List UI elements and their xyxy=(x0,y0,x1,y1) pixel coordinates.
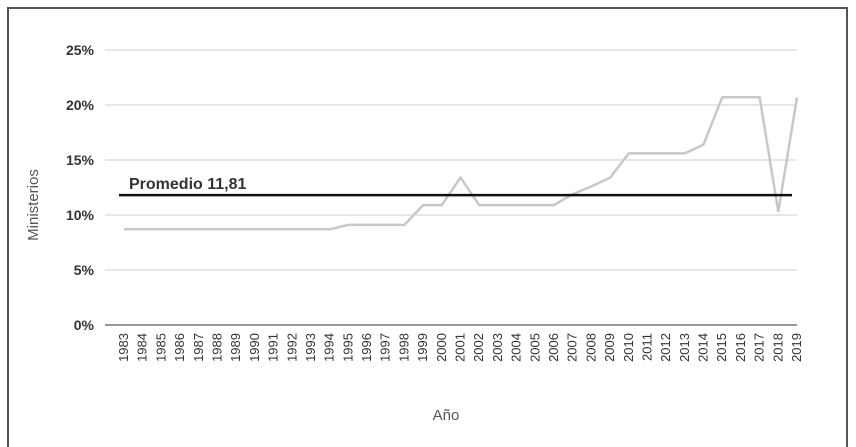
x-tick-label: 2002 xyxy=(471,333,486,362)
x-tick-label: 1988 xyxy=(209,333,224,362)
x-tick-label: 2012 xyxy=(658,333,673,362)
x-tick-label: 1994 xyxy=(322,333,337,362)
y-tick-label: 0% xyxy=(74,317,95,333)
y-tick-label: 10% xyxy=(66,207,95,223)
y-tick-label: 20% xyxy=(66,97,95,113)
x-tick-label: 1993 xyxy=(303,333,318,362)
x-tick-label: 2008 xyxy=(583,333,598,362)
x-tick-label: 1995 xyxy=(340,333,355,362)
x-tick-label: 1990 xyxy=(247,333,262,362)
x-tick-label: 2013 xyxy=(677,333,692,362)
x-tick-label: 1989 xyxy=(228,333,243,362)
x-tick-label: 2015 xyxy=(714,333,729,362)
x-axis-ticks: 1983 1984 1985 1986 1987 1988 1989 1990 1991 1992… xyxy=(116,333,804,362)
x-tick-label: 2009 xyxy=(602,333,617,362)
chart-frame xyxy=(7,7,848,447)
average-label: Promedio 11,81 xyxy=(129,176,246,193)
gridlines xyxy=(105,49,797,326)
x-tick-label: 1986 xyxy=(172,333,187,362)
x-tick-label: 2004 xyxy=(509,333,524,362)
x-tick-label: 1987 xyxy=(191,333,206,362)
x-tick-label: 2014 xyxy=(696,333,711,362)
x-tick-label: 2005 xyxy=(527,333,542,362)
y-tick-label: 5% xyxy=(74,262,95,278)
x-tick-label: 1983 xyxy=(116,333,131,362)
x-tick-label: 2003 xyxy=(490,333,505,362)
x-tick-label: 2017 xyxy=(752,333,767,362)
x-tick-label: 1992 xyxy=(284,333,299,362)
x-tick-label: 2010 xyxy=(621,333,636,362)
x-axis-title: Año xyxy=(433,407,460,424)
line-chart: 0%5%10%15%20%25% 1983 1984 1985 1986 1987 198… xyxy=(25,42,804,424)
x-tick-label: 2018 xyxy=(770,333,785,362)
x-tick-label: 2016 xyxy=(733,333,748,362)
x-tick-label: 1998 xyxy=(396,333,411,362)
x-tick-label: 2019 xyxy=(789,333,804,362)
x-tick-label: 1999 xyxy=(415,333,430,362)
x-tick-label: 1991 xyxy=(266,333,281,362)
x-tick-label: 2001 xyxy=(453,333,468,362)
x-tick-label: 2007 xyxy=(565,333,580,362)
y-axis-ticks: 0% 5% 10% 15% 20% 25% xyxy=(66,42,95,333)
y-axis-title: Ministerios xyxy=(25,169,42,241)
x-tick-label: 1985 xyxy=(153,333,168,362)
x-tick-label: 1996 xyxy=(359,333,374,362)
series-line xyxy=(124,96,799,231)
y-tick-label: 15% xyxy=(66,152,95,168)
y-tick-label: 25% xyxy=(66,42,95,58)
x-tick-label: 1997 xyxy=(378,333,393,362)
x-tick-label: 2011 xyxy=(639,333,654,361)
x-tick-label: 2006 xyxy=(546,333,561,362)
x-tick-label: 2000 xyxy=(434,333,449,362)
x-tick-label: 1984 xyxy=(135,333,150,362)
